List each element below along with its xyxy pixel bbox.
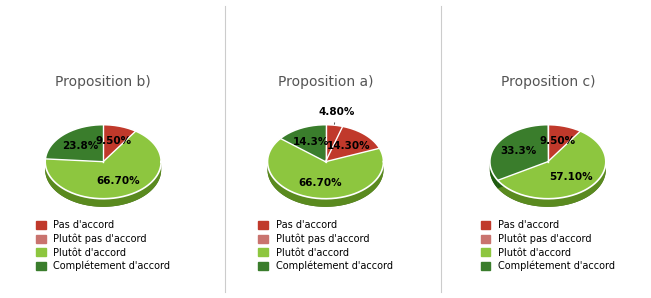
Polygon shape [326,125,342,162]
Polygon shape [498,161,606,207]
Polygon shape [45,161,161,207]
Polygon shape [490,162,606,207]
Polygon shape [490,162,498,188]
Title: Proposition c): Proposition c) [501,75,595,89]
Text: 14.30%: 14.30% [327,141,370,151]
Legend: Pas d'accord, Plutôt pas d'accord, Plutôt d'accord, Complétement d'accord: Pas d'accord, Plutôt pas d'accord, Plutô… [477,216,619,275]
Text: 4.80%: 4.80% [318,107,355,124]
Polygon shape [46,125,103,162]
Text: 9.50%: 9.50% [95,136,131,146]
Polygon shape [548,125,581,162]
Polygon shape [498,162,548,188]
Polygon shape [498,131,606,199]
Polygon shape [490,125,548,180]
Text: 14.3%: 14.3% [293,137,329,147]
Text: 66.70%: 66.70% [96,176,139,186]
Text: 9.50%: 9.50% [540,136,575,146]
Title: Proposition a): Proposition a) [278,75,373,89]
Polygon shape [268,139,383,199]
Title: Proposition b): Proposition b) [55,75,151,89]
Text: 66.70%: 66.70% [299,178,342,188]
Text: 33.3%: 33.3% [501,146,536,156]
Polygon shape [103,125,136,162]
Polygon shape [45,131,161,199]
Polygon shape [326,126,380,162]
Text: 23.8%: 23.8% [62,141,98,151]
Legend: Pas d'accord, Plutôt pas d'accord, Plutôt d'accord, Complétement d'accord: Pas d'accord, Plutôt pas d'accord, Plutô… [255,216,396,275]
Polygon shape [268,162,383,207]
Polygon shape [498,162,548,188]
Text: 57.10%: 57.10% [549,173,592,182]
Polygon shape [45,162,161,207]
Polygon shape [281,125,326,162]
Polygon shape [268,162,383,207]
Legend: Pas d'accord, Plutôt pas d'accord, Plutôt d'accord, Complétement d'accord: Pas d'accord, Plutôt pas d'accord, Plutô… [32,216,174,275]
